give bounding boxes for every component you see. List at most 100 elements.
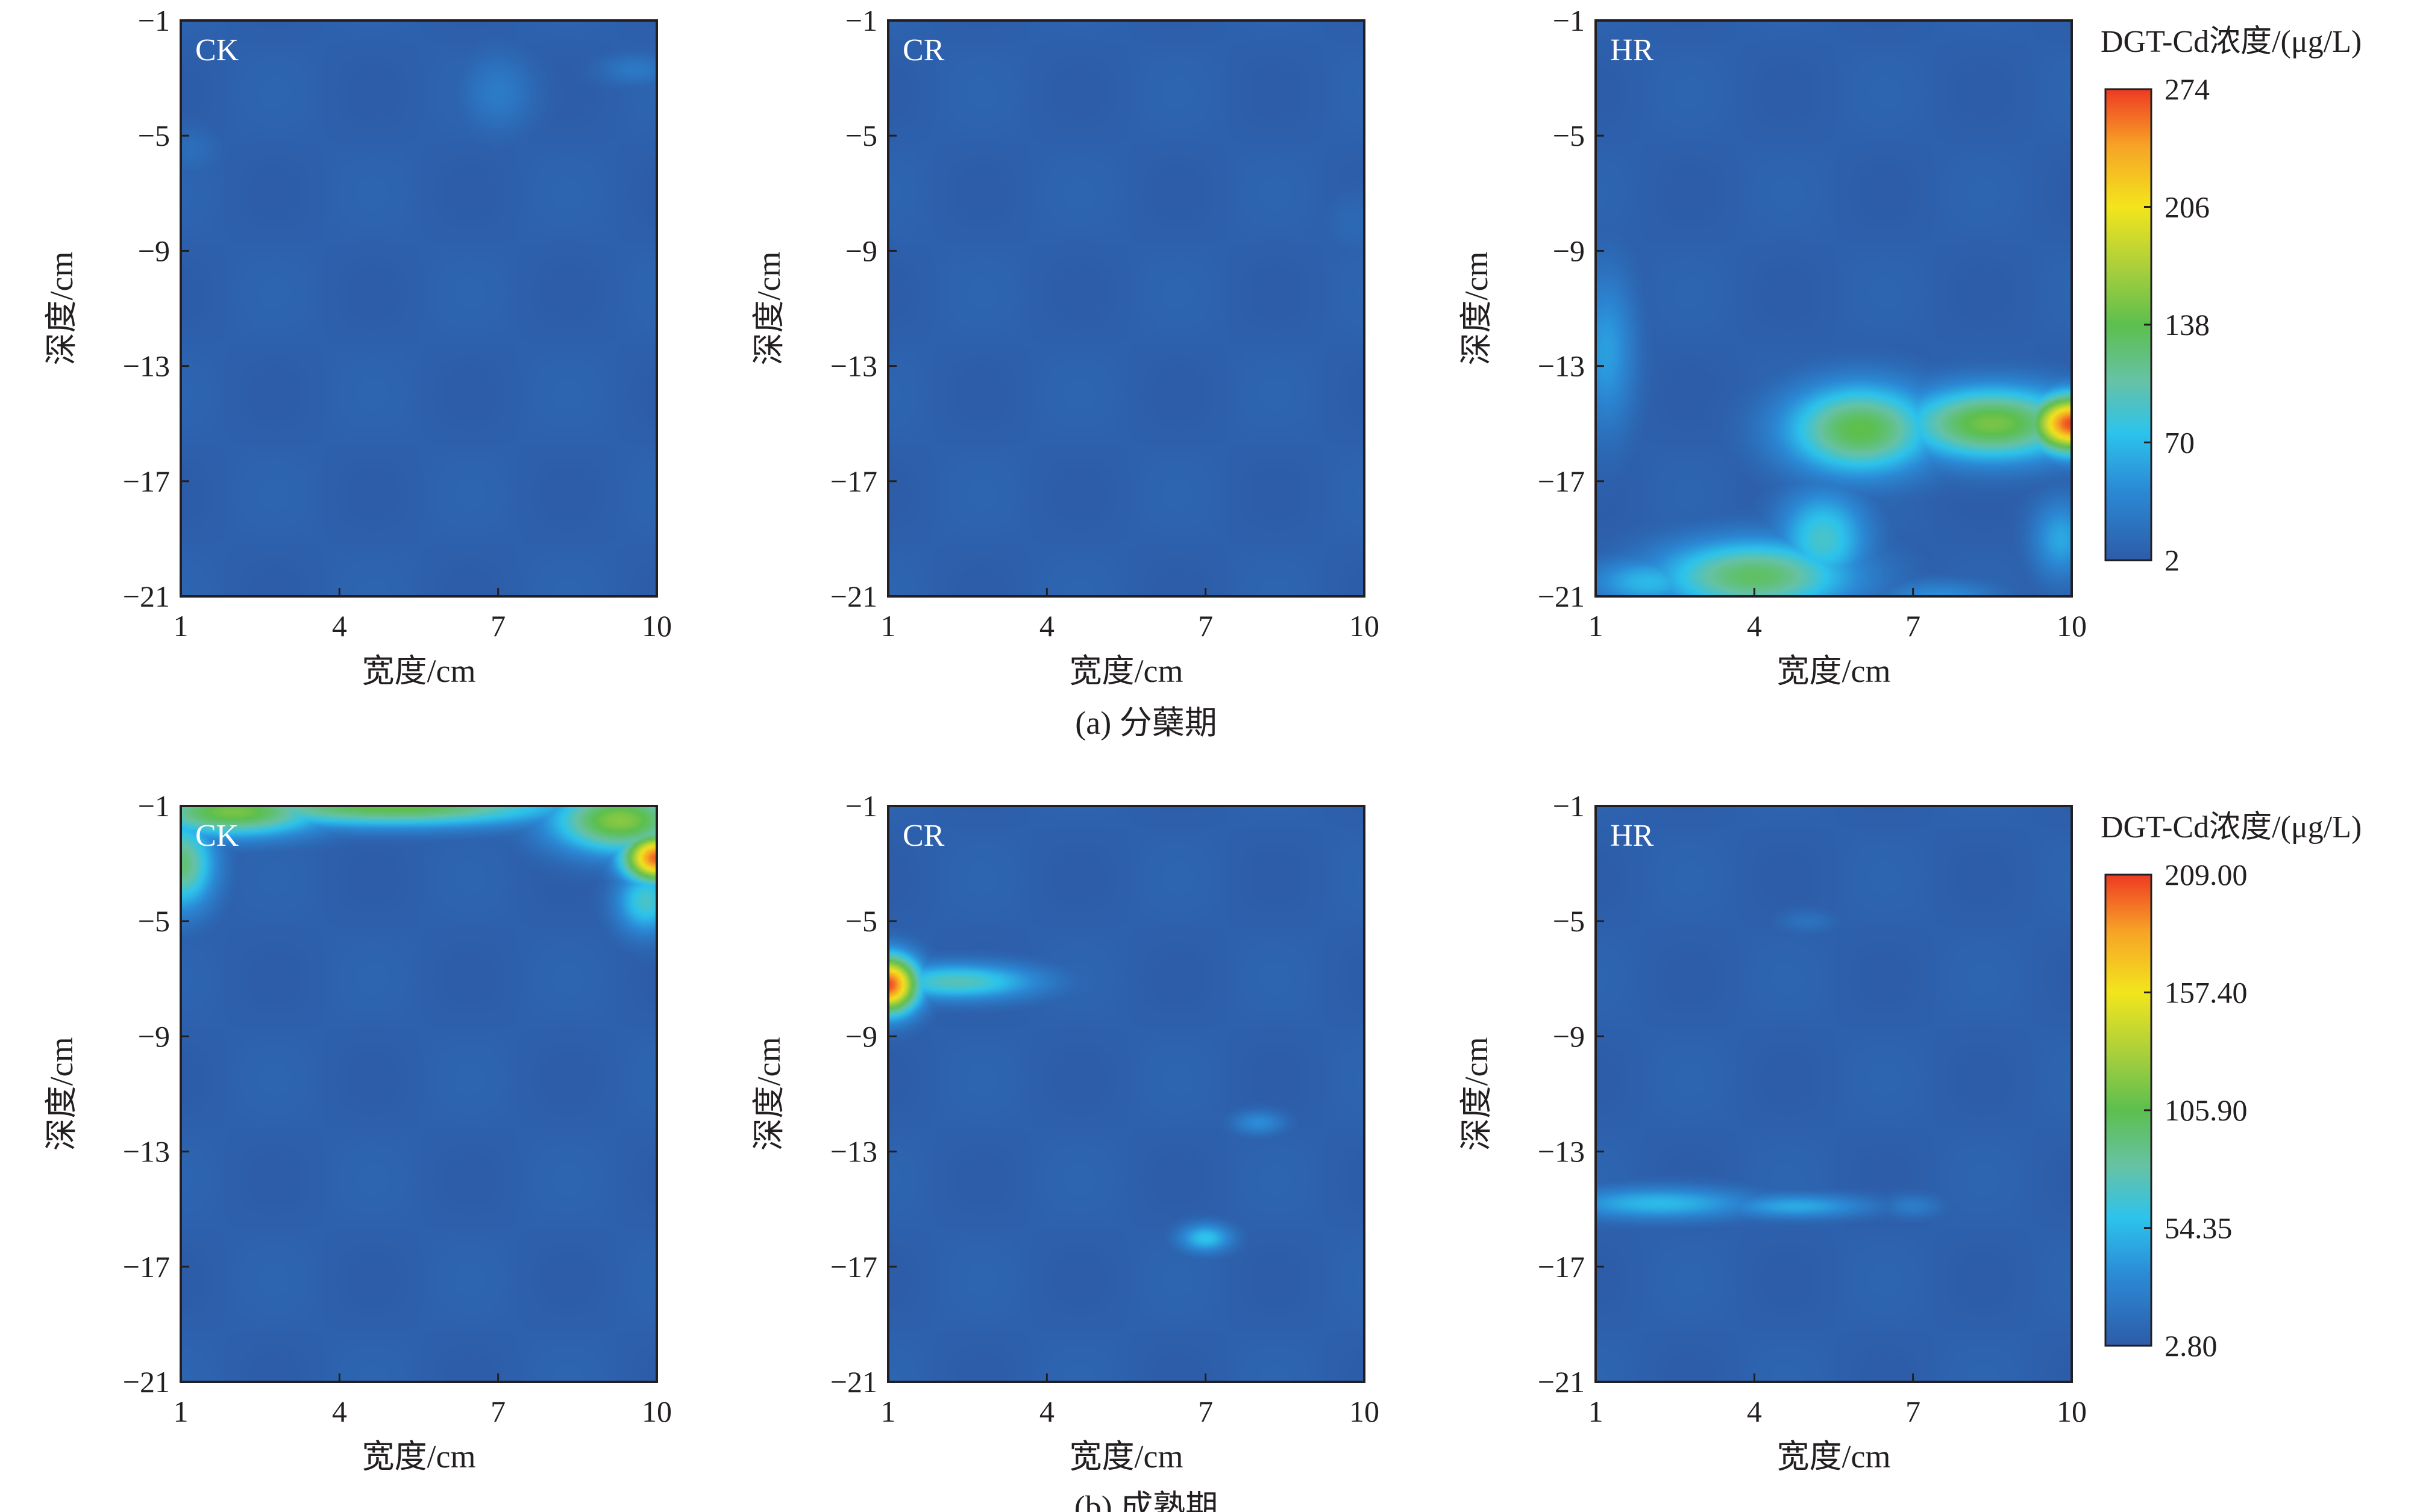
x-tick-label: 4 <box>1039 609 1055 643</box>
y-tick-label: −13 <box>830 1135 877 1169</box>
plot-frame <box>1594 19 2073 598</box>
x-tick-label: 4 <box>332 1395 347 1428</box>
y-axis-label: 深度/cm <box>1458 1037 1494 1151</box>
heatmap-field <box>1596 20 2072 596</box>
caption-a: (a) 分蘖期 <box>1075 705 1217 741</box>
y-tick-label: −21 <box>830 1365 877 1399</box>
x-tick-label: 1 <box>1588 609 1603 643</box>
x-tick-label: 4 <box>1747 609 1762 643</box>
y-tick-label: −21 <box>123 1365 170 1399</box>
plot-frame <box>887 805 1365 1383</box>
panel-label: CK <box>195 33 239 67</box>
y-tick-label: −13 <box>123 349 170 383</box>
y-tick-label: −1 <box>138 4 170 37</box>
y-tick-label: −13 <box>1538 1135 1585 1169</box>
y-tick-label: −13 <box>830 349 877 383</box>
x-tick-label: 7 <box>491 1395 506 1428</box>
y-tick-label: −13 <box>123 1135 170 1169</box>
heatmap-field <box>888 806 1364 1382</box>
colorbar-tick-label: 70 <box>2165 426 2195 460</box>
heatmap-panel-a-hr: HR 1 4 7 10 −1 −5 −9 −13 −17 −21 宽度/cm 深度/cm <box>1458 4 2087 689</box>
x-tick-label: 10 <box>1349 1395 1379 1428</box>
plot-frame <box>887 19 1365 598</box>
x-tick-label: 4 <box>1039 1395 1055 1428</box>
y-tick-label: −5 <box>845 904 877 938</box>
y-tick-label: −9 <box>138 234 170 267</box>
x-tick-label: 1 <box>881 609 896 643</box>
plot-frame <box>1594 805 2073 1383</box>
heatmap-panel-a-ck: CK 1 4 7 10 −1 −5 −9 −13 −17 −21 宽度/cm 深度/cm <box>43 4 672 689</box>
x-tick-label: 7 <box>1198 1395 1213 1428</box>
x-tick-label: 10 <box>2057 1395 2087 1428</box>
y-tick-label: −9 <box>138 1019 170 1053</box>
x-axis-label: 宽度/cm <box>1070 653 1183 689</box>
x-axis-label: 宽度/cm <box>1070 1439 1183 1475</box>
colorbar-tick-label: 2.80 <box>2165 1329 2218 1363</box>
colorbar-gradient <box>2104 88 2152 561</box>
panel-label: HR <box>1610 819 1654 853</box>
y-tick-label: −21 <box>1538 1365 1585 1399</box>
heatmap-field <box>888 20 1364 596</box>
y-tick-label: −1 <box>1553 789 1585 823</box>
x-tick-label: 4 <box>332 609 347 643</box>
y-tick-label: −9 <box>845 234 877 267</box>
heatmap-panel-b-cr: CR 1 4 7 10 −1 −5 −9 −13 −17 −21 宽度/cm 深度/cm <box>751 789 1379 1475</box>
colorbar-tick-label: 54.35 <box>2165 1211 2233 1245</box>
colorbar-tick-label: 157.40 <box>2165 976 2248 1010</box>
y-tick-label: −17 <box>1538 464 1585 498</box>
heatmap-field <box>181 20 657 596</box>
x-tick-label: 10 <box>642 1395 672 1428</box>
colorbar-tick-label: 105.90 <box>2165 1093 2248 1127</box>
x-axis-label: 宽度/cm <box>1777 653 1891 689</box>
y-tick-label: −21 <box>830 579 877 613</box>
y-tick-label: −5 <box>1553 904 1585 938</box>
plot-frame <box>180 805 658 1383</box>
y-tick-label: −1 <box>845 4 877 37</box>
x-axis-label: 宽度/cm <box>362 653 476 689</box>
x-tick-label: 7 <box>1905 609 1920 643</box>
colorbar-tick-label: 206 <box>2165 190 2210 224</box>
heatmap-field <box>181 806 657 1382</box>
y-tick-label: −1 <box>845 789 877 823</box>
panel-label: HR <box>1610 33 1654 67</box>
colorbar-tick-label: 138 <box>2165 308 2210 342</box>
panel-label: CR <box>903 33 945 67</box>
colorbar-b: DGT-Cd浓度/(μg/L) 209.00 157.40 105.90 54.35 2.… <box>2101 810 2362 1363</box>
x-tick-label: 7 <box>491 609 506 643</box>
y-tick-label: −1 <box>1553 4 1585 37</box>
y-axis-label: 深度/cm <box>751 1037 787 1151</box>
plot-frame <box>180 19 658 598</box>
heatmap-field <box>1596 806 2072 1382</box>
y-axis-label: 深度/cm <box>43 1037 80 1151</box>
x-tick-label: 1 <box>881 1395 896 1428</box>
colorbar-title: DGT-Cd浓度/(μg/L) <box>2101 25 2362 59</box>
y-tick-label: −5 <box>138 119 170 152</box>
y-tick-label: −21 <box>1538 579 1585 613</box>
x-tick-label: 4 <box>1747 1395 1762 1428</box>
caption-b: (b) 成熟期 <box>1074 1489 1218 1512</box>
y-tick-label: −5 <box>138 904 170 938</box>
y-tick-label: −17 <box>123 1250 170 1284</box>
y-axis-label: 深度/cm <box>751 252 787 366</box>
panel-label: CK <box>195 819 239 853</box>
y-tick-label: −21 <box>123 579 170 613</box>
x-tick-label: 1 <box>174 609 189 643</box>
colorbar-gradient <box>2104 873 2152 1347</box>
x-tick-label: 10 <box>2057 609 2087 643</box>
y-tick-label: −13 <box>1538 349 1585 383</box>
x-axis-label: 宽度/cm <box>1777 1439 1891 1475</box>
colorbar-tick-label: 274 <box>2165 72 2210 106</box>
y-tick-label: −17 <box>1538 1250 1585 1284</box>
heatmap-panel-b-ck: CK 1 4 7 10 −1 −5 −9 −13 −17 −21 宽度/cm 深度/cm <box>43 789 672 1475</box>
x-tick-label: 1 <box>1588 1395 1603 1428</box>
y-tick-label: −9 <box>1553 234 1585 267</box>
colorbar-title: DGT-Cd浓度/(μg/L) <box>2101 810 2362 845</box>
y-tick-label: −1 <box>138 789 170 823</box>
colorbar-tick-label: 2 <box>2165 543 2180 577</box>
panel-label: CR <box>903 819 945 853</box>
x-tick-label: 1 <box>174 1395 189 1428</box>
y-tick-label: −5 <box>1553 119 1585 152</box>
colorbar-a: DGT-Cd浓度/(μg/L) 274 206 138 70 2 <box>2101 25 2362 577</box>
colorbar-tick-label: 209.00 <box>2165 858 2248 892</box>
